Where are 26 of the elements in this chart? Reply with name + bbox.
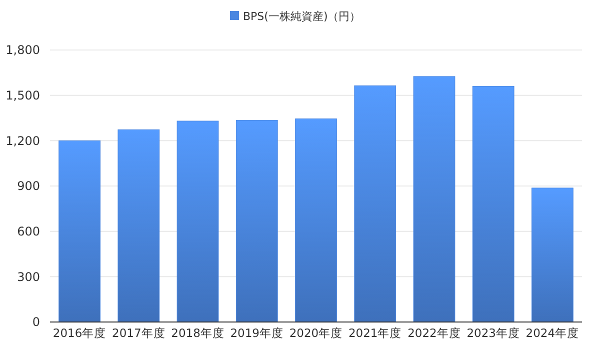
x-tick-label: 2018年度: [171, 326, 224, 340]
x-tick-label: 2022年度: [408, 326, 461, 340]
bar: [176, 120, 219, 322]
x-tick-label: 2023年度: [466, 326, 520, 340]
x-tick-label: 2019年度: [230, 326, 284, 340]
bar: [58, 140, 100, 322]
legend-label: BPS(一株純資産)（円）: [243, 10, 361, 23]
y-tick-label: 300: [17, 270, 40, 284]
y-tick-label: 0: [32, 315, 40, 330]
y-tick-label: 1,200: [6, 134, 40, 148]
x-tick-label: 2021年度: [348, 326, 402, 340]
y-tick-label: 900: [17, 179, 40, 194]
x-tick-label: 2024年度: [526, 326, 580, 340]
bar: [236, 120, 278, 322]
y-tick-label: 1,500: [6, 88, 40, 103]
bar: [295, 118, 337, 322]
bar: [413, 76, 456, 322]
y-tick-label: 1,800: [6, 43, 40, 58]
bar: [118, 129, 160, 322]
y-tick-label: 600: [17, 224, 40, 239]
x-tick-label: 2016年度: [52, 326, 106, 340]
x-tick-label: 2020年度: [289, 326, 343, 340]
bar: [354, 85, 396, 322]
bar: [472, 86, 514, 322]
x-tick-label: 2017年度: [112, 326, 166, 340]
bar: [532, 188, 574, 322]
